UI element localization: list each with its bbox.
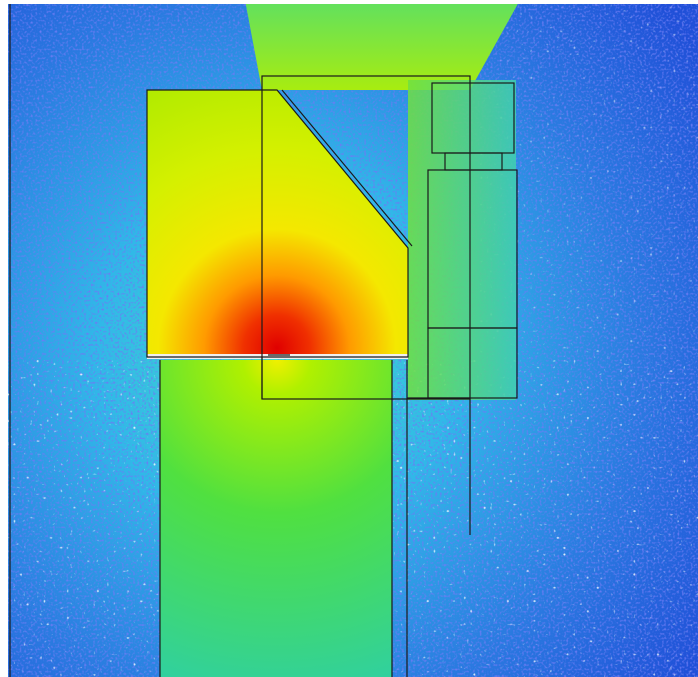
side-region [408,80,516,400]
upper-cone [245,4,518,90]
lower-fan [160,360,392,677]
geometry-outline [9,4,518,677]
box-low [427,327,518,399]
slant [281,89,413,247]
inner-frame [261,75,471,400]
hot-block [147,90,408,357]
block-outline [146,89,409,358]
sparse-cells-top [480,4,698,360]
